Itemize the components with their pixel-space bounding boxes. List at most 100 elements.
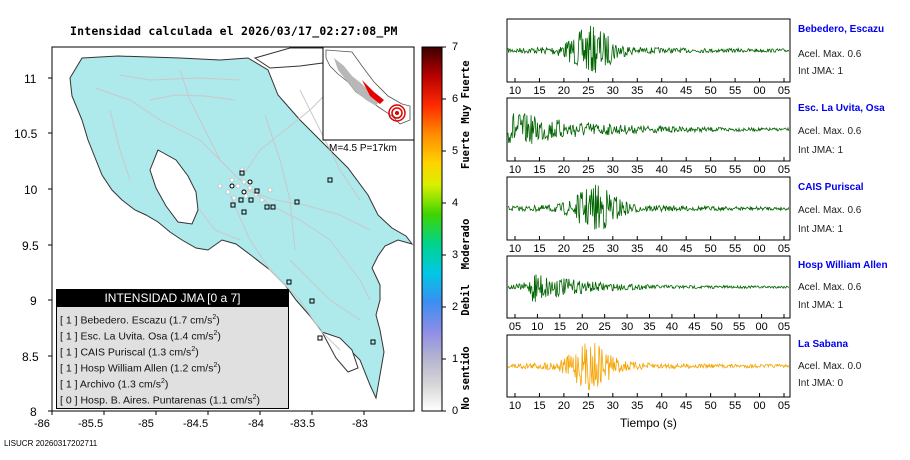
map-y-tick: 9.5: [22, 239, 39, 253]
map-y-tick: 8.5: [22, 350, 39, 364]
colorbar-label-debil: Debil: [460, 284, 472, 316]
waveform-tick-label: 55: [729, 400, 741, 412]
waveform-tick-label: 40: [656, 85, 668, 97]
legend-item: [ 1 ] Hosp William Allen (1.2 cm/s2): [60, 362, 221, 375]
waveform-tick-label: 45: [680, 243, 692, 255]
colorbar-tick: 7: [452, 41, 459, 53]
station-name: Hosp William Allen: [798, 260, 888, 271]
waveform-tick-label: 25: [582, 85, 594, 97]
map-y-tick: 9: [30, 294, 37, 308]
intensity-legend: INTENSIDAD JMA [0 a 7]: [56, 289, 289, 409]
waveform-tick-label: 50: [705, 243, 717, 255]
legend-exponent: 2: [212, 314, 217, 321]
waveform-tick-label: 15: [554, 321, 566, 333]
waveform-tick-label: 50: [705, 85, 717, 97]
map-x-axis: -86 -85.5 -85 -84.5 -84 -83.5 -83: [34, 418, 440, 432]
waveform-tick-label: 25: [582, 164, 594, 176]
legend-title: INTENSIDAD JMA [0 a 7]: [57, 290, 288, 307]
waveform-trace: [507, 113, 790, 144]
waveform-tick-label: 05: [778, 243, 790, 255]
waveform-tick-label: 40: [656, 164, 668, 176]
waveform-panels: 10 15 20 25 30 35 40 45 50 55 00 05 10 15 20 25 30 35 40 45…: [506, 18, 791, 412]
legend-level: [ 0 ]: [60, 394, 78, 407]
colorbar-tick: 5: [452, 145, 459, 157]
legend-paren: ): [217, 330, 221, 343]
map-x-tick: -84: [248, 418, 264, 430]
waveform-tick-label: 10: [509, 243, 521, 255]
waveform-tick-label: 00: [753, 85, 765, 97]
station-acel: Acel. Max. 0.6: [798, 282, 862, 293]
station-name: La Sabana: [798, 339, 849, 350]
waveform-tick-label: 35: [631, 85, 643, 97]
waveform-tick-label: 05: [509, 321, 521, 333]
legend-station: CAIS Puriscal (1.3 cm/s: [80, 346, 192, 359]
waveform-tick-label: 15: [533, 164, 545, 176]
legend-paren: ): [164, 378, 169, 391]
waveform-tick-label: 40: [656, 243, 668, 255]
waveform-tick-label: 50: [711, 321, 723, 333]
legend-exponent: 2: [252, 394, 257, 401]
station-name: Esc. La Uvita, Osa: [798, 103, 885, 114]
legend-item: [ 1 ] Esc. La Uvita. Osa (1.4 cm/s2): [60, 330, 221, 343]
legend-paren: ): [217, 362, 221, 375]
waveform-tick-label: 30: [607, 85, 619, 97]
nicoya-gulf: [149, 149, 199, 225]
colorbar-label-muy-fuerte: Muy Fuerte: [460, 60, 472, 124]
station-name: Bebedero, Escazu: [798, 24, 885, 35]
colorbar-label-fuerte: Fuerte: [460, 131, 472, 169]
waveform-frame: [506, 18, 791, 83]
waveform-trace: [507, 25, 790, 73]
station-int: Int JMA: 1: [798, 66, 844, 77]
waveform-tick-label: 25: [582, 400, 594, 412]
waveform-tick-label: 15: [533, 85, 545, 97]
waveform-frame: [506, 334, 791, 398]
waveform-tick-label: 10: [509, 85, 521, 97]
station-int: Int JMA: 1: [798, 145, 844, 156]
waveform-tick-label: 50: [705, 400, 717, 412]
legend-station: Archivo (1.3 cm/s: [79, 378, 161, 391]
waveform-trace: [507, 274, 790, 302]
waveform-frame: [506, 97, 791, 162]
legend-station: Hosp William Allen (1.2 cm/s: [80, 362, 214, 375]
waveform-tick-label: 45: [680, 164, 692, 176]
waveform-tick-label: 20: [558, 164, 570, 176]
legend-level: [ 1 ]: [60, 362, 78, 375]
legend-paren: ): [195, 346, 199, 359]
colorbar-label-moderado: Moderado: [460, 218, 472, 270]
colorbar-label-no-sentido: No sentido: [460, 346, 472, 410]
waveform-tick-label: 25: [599, 321, 611, 333]
waveform-tick-label: 55: [733, 321, 745, 333]
inset-map: [322, 46, 415, 141]
map-title: Intensidad calculada el 2026/03/17_02:27…: [70, 24, 398, 38]
waveform-tick-label: 05: [778, 400, 790, 412]
colorbar-tick: 1: [452, 353, 459, 365]
colorbar-tick: 0: [452, 405, 459, 417]
legend-level: [ 1 ]: [60, 330, 78, 343]
legend-paren: ): [256, 394, 261, 407]
waveform-tick-label: 55: [729, 85, 741, 97]
map-frame: [51, 46, 415, 412]
legend-exponent: 2: [160, 378, 165, 385]
waveform-tick-label: 35: [631, 243, 643, 255]
waveform-tick-label: 40: [666, 321, 678, 333]
waveform-tick-label: 00: [753, 243, 765, 255]
station-acel: Acel. Max. 0.6: [798, 205, 862, 216]
station-acel: Acel. Max. 0.0: [798, 361, 862, 372]
legend-level: [ 1 ]: [60, 378, 78, 391]
waveform-tick-label: 20: [576, 321, 588, 333]
waveform-tick-label: 10: [531, 321, 543, 333]
waveform-tick-label: 05: [778, 164, 790, 176]
waveform-tick-label: 35: [643, 321, 655, 333]
costa-rica-land: [69, 55, 414, 400]
station-int: Int JMA: 0: [798, 378, 844, 389]
colorbar-tick: 6: [452, 93, 459, 105]
map-x-tick: -84.5: [183, 418, 209, 430]
intensity-colorbar: [421, 46, 443, 412]
map-x-tick: -83.5: [290, 418, 316, 430]
map-x-tick: -83: [352, 418, 368, 430]
waveform-tick-label: 05: [778, 321, 790, 333]
colorbar-tick: 2: [452, 301, 459, 313]
legend-station: Hosp. B. Aires. Puntarenas (1.1 cm/s: [80, 394, 253, 407]
legend-level: [ 1 ]: [60, 314, 78, 327]
